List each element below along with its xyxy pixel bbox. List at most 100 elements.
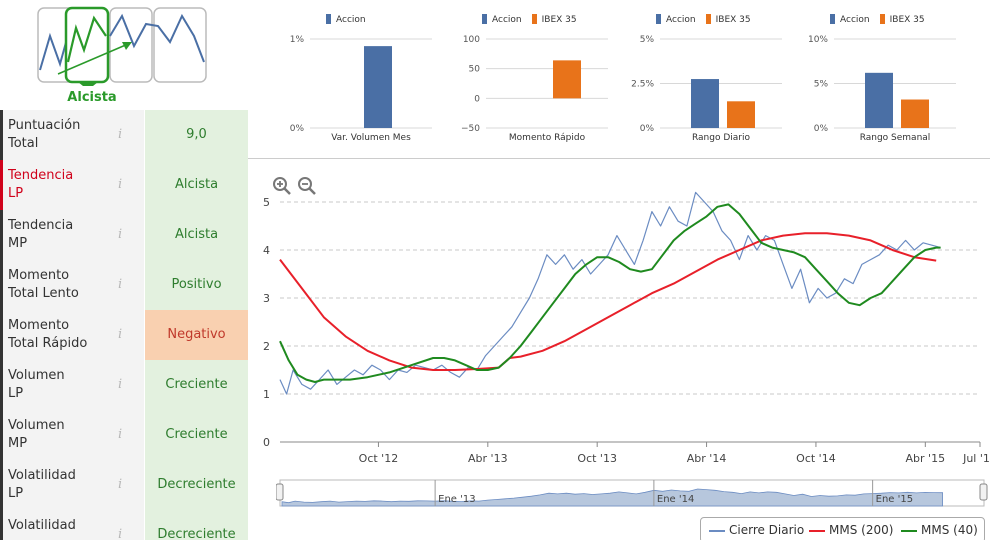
zoom-out-icon[interactable] bbox=[297, 176, 317, 196]
badge-arrowhead bbox=[122, 42, 132, 50]
y-tick-label: 2.5% bbox=[631, 80, 654, 90]
y-tick-label: 0% bbox=[814, 124, 829, 134]
y-tick-label: 10% bbox=[808, 35, 828, 45]
indicator-value: Creciente bbox=[145, 360, 248, 410]
mini-chart-legend: Accion IBEX 35 bbox=[482, 14, 587, 25]
info-icon[interactable]: i bbox=[118, 177, 123, 192]
navigator-label: Ene '14 bbox=[657, 494, 694, 505]
price-chart[interactable]: 0 1 2 3 4 5 Oct '12 Abr '13 Oct '13 Abr '14 Oct '1… bbox=[256, 168, 990, 468]
indicator-name-line2: MP bbox=[8, 236, 28, 251]
bar[interactable] bbox=[727, 101, 755, 128]
mini-legend-label: IBEX 35 bbox=[889, 14, 925, 25]
legend-label: MMS (200) bbox=[829, 523, 894, 537]
navigator-handle-right[interactable] bbox=[979, 483, 988, 501]
badge-panel-right1 bbox=[109, 7, 153, 83]
badge-line-blue-right bbox=[109, 13, 205, 63]
info-icon[interactable]: i bbox=[118, 327, 123, 342]
navigator-label: Ene '15 bbox=[876, 494, 913, 505]
indicator-value: Decreciente bbox=[145, 460, 248, 510]
y-tick-label: 5% bbox=[640, 35, 655, 45]
indicator-name: Momento Total Lento bbox=[0, 260, 144, 310]
zoom-in-icon[interactable] bbox=[272, 176, 292, 196]
y-tick-label: 5% bbox=[814, 80, 829, 90]
indicator-value: Alcista bbox=[145, 210, 248, 260]
bar[interactable] bbox=[865, 72, 893, 128]
mini-legend-label: IBEX 35 bbox=[715, 14, 751, 25]
x-tick-label: Abr '15 bbox=[906, 452, 946, 465]
indicator-value: Alcista bbox=[145, 160, 248, 210]
mini-legend-item: Accion bbox=[830, 14, 870, 25]
mini-legend-label: Accion bbox=[492, 14, 522, 25]
mini-legend-item: Accion bbox=[656, 14, 696, 25]
bar[interactable] bbox=[901, 99, 929, 128]
info-icon[interactable]: i bbox=[118, 277, 123, 292]
indicator-name-line2: LP bbox=[8, 386, 24, 401]
info-icon[interactable]: i bbox=[118, 477, 123, 492]
indicator-row: Puntuación Total i 9,0 bbox=[0, 110, 248, 160]
info-icon[interactable]: i bbox=[118, 227, 123, 242]
mini-chart-svg: 0% 1% Var. Volumen Mes bbox=[290, 35, 432, 143]
range-navigator[interactable]: Ene '13 Ene '14 Ene '15 bbox=[276, 478, 988, 510]
mini-legend-swatch bbox=[705, 14, 711, 24]
mini-legend-label: Accion bbox=[336, 14, 366, 25]
info-icon[interactable]: i bbox=[118, 377, 123, 392]
mini-legend-item: IBEX 35 bbox=[531, 14, 577, 25]
badge-line-green bbox=[66, 15, 107, 63]
mini-chart-legend: Accion IBEX 35 bbox=[830, 14, 935, 25]
mini-bar-chart: Accion 0% 1% Var. Volumen Mes bbox=[260, 0, 440, 150]
indicator-name: Volumen MP bbox=[0, 410, 144, 460]
indicator-name-line1: Tendencia bbox=[8, 218, 74, 233]
divider bbox=[248, 158, 990, 159]
legend-item-cierre[interactable]: Cierre Diario bbox=[709, 523, 804, 537]
mini-chart-legend: Accion IBEX 35 bbox=[656, 14, 761, 25]
series-line-cierre-diario[interactable] bbox=[279, 191, 941, 395]
series-line-mms-40[interactable] bbox=[279, 203, 941, 383]
indicator-name: Tendencia MP bbox=[0, 210, 144, 260]
trend-label: Alcista bbox=[67, 90, 117, 105]
indicator-name: Momento Total Rápido bbox=[0, 310, 144, 360]
legend-swatch bbox=[809, 529, 825, 532]
x-tick-label: Abr '13 bbox=[468, 452, 508, 465]
indicator-name-line2: LP bbox=[8, 186, 24, 201]
y-tick-label: −50 bbox=[461, 124, 480, 134]
legend-item-mms40[interactable]: MMS (40) bbox=[901, 523, 978, 537]
y-tick-label: 0% bbox=[640, 124, 655, 134]
info-icon[interactable]: i bbox=[118, 427, 123, 442]
bar[interactable] bbox=[691, 79, 719, 128]
mini-bar-chart: Accion IBEX 35 0% 2.5% 5% Rango Diario bbox=[610, 0, 790, 150]
y-tick-label: 3 bbox=[263, 292, 270, 305]
indicator-name-line1: Volumen bbox=[8, 368, 65, 383]
x-tick-label: Oct '14 bbox=[796, 452, 836, 465]
navigator-area bbox=[281, 488, 943, 507]
mini-legend-swatch bbox=[656, 14, 661, 24]
indicator-row: Volumen LP i Creciente bbox=[0, 360, 248, 410]
y-tick-label: 2 bbox=[263, 340, 270, 353]
y-tick-label: 4 bbox=[263, 244, 270, 257]
chart-legend: Cierre Diario MMS (200) MMS (40) bbox=[700, 517, 985, 540]
navigator-handle-left[interactable] bbox=[276, 483, 284, 501]
info-icon[interactable]: i bbox=[118, 527, 123, 540]
y-tick-label: 0 bbox=[474, 94, 480, 104]
indicator-name-line1: Volumen bbox=[8, 418, 65, 433]
mini-legend-item: Accion bbox=[326, 14, 366, 25]
indicator-row: Volatilidad LP i Decreciente bbox=[0, 460, 248, 510]
x-tick-label: Jul '15 bbox=[962, 452, 990, 465]
indicator-row: Tendencia MP i Alcista bbox=[0, 210, 248, 260]
mini-legend-item: Accion bbox=[482, 14, 522, 25]
mini-legend-swatch bbox=[482, 14, 487, 24]
mini-chart-title: Var. Volumen Mes bbox=[331, 133, 411, 143]
mini-chart-title: Rango Semanal bbox=[860, 133, 931, 143]
y-tick-label: 5 bbox=[263, 196, 270, 209]
indicator-row: Volumen MP i Creciente bbox=[0, 410, 248, 460]
bar[interactable] bbox=[553, 60, 581, 99]
mini-chart-svg: 0% 5% 10% Rango Semanal bbox=[808, 35, 956, 143]
legend-item-mms200[interactable]: MMS (200) bbox=[809, 523, 893, 537]
series-line-mms-200[interactable] bbox=[279, 232, 937, 371]
mini-legend-swatch bbox=[879, 14, 885, 24]
indicator-name-line2: Total Rápido bbox=[8, 336, 88, 351]
bar[interactable] bbox=[364, 46, 392, 129]
info-icon[interactable]: i bbox=[118, 127, 123, 142]
mini-chart-title: Rango Diario bbox=[692, 133, 751, 143]
y-tick-label: 1% bbox=[290, 35, 305, 45]
